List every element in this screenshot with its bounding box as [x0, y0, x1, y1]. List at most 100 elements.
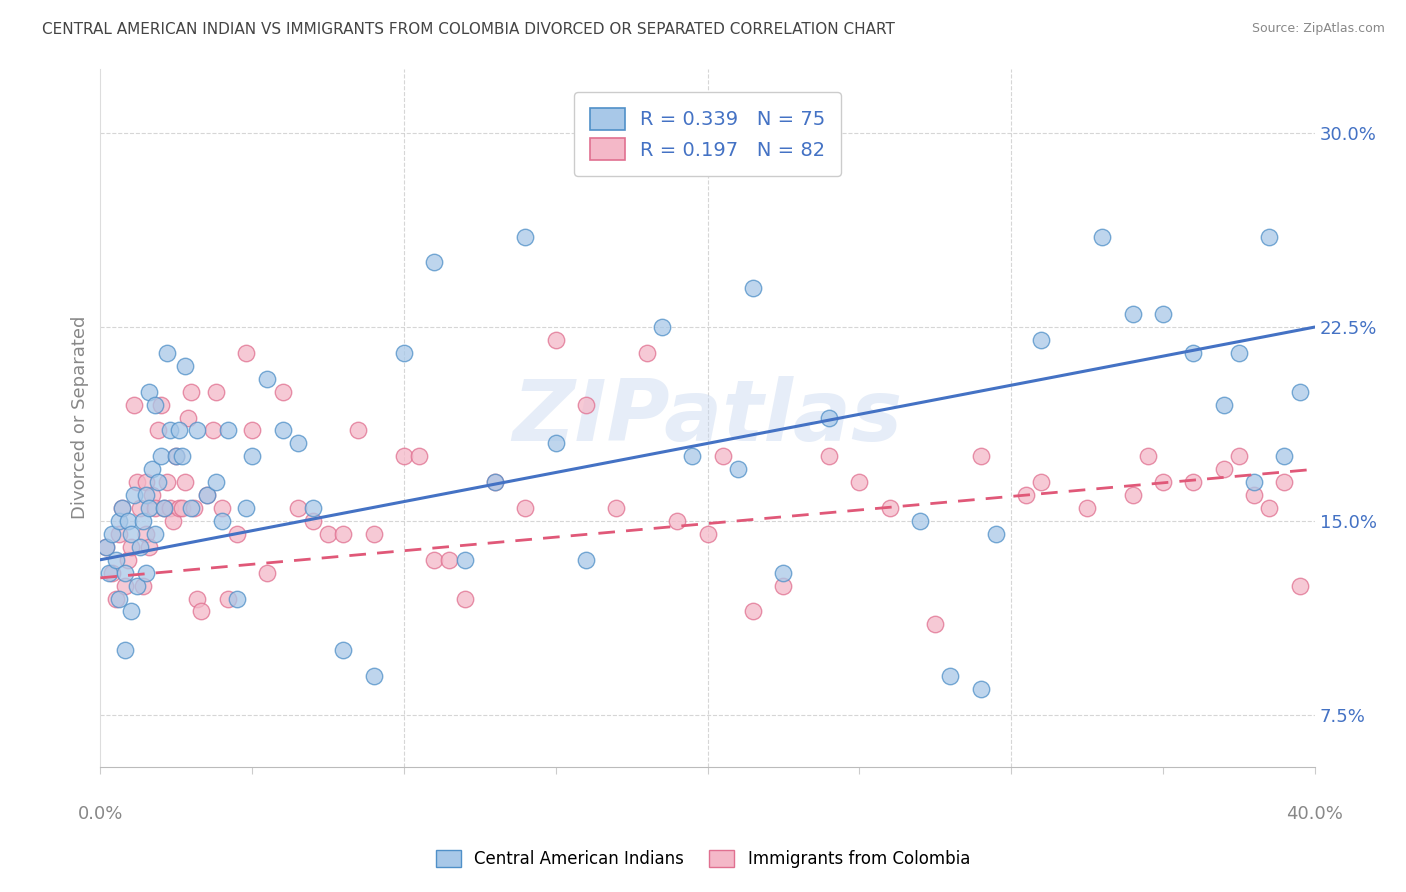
Point — [423, 255, 446, 269]
Point — [101, 566, 124, 580]
Point — [186, 424, 208, 438]
Point — [135, 566, 157, 580]
Point — [226, 591, 249, 606]
Point — [1152, 475, 1174, 490]
Point — [122, 488, 145, 502]
Point — [201, 424, 224, 438]
Point — [174, 359, 197, 373]
Point — [159, 424, 181, 438]
Point — [172, 450, 194, 464]
Point — [1272, 450, 1295, 464]
Point — [122, 398, 145, 412]
Point — [110, 501, 132, 516]
Point — [1091, 229, 1114, 244]
Point — [186, 591, 208, 606]
Point — [128, 540, 150, 554]
Y-axis label: Divorced or Separated: Divorced or Separated — [72, 316, 89, 519]
Text: CENTRAL AMERICAN INDIAN VS IMMIGRANTS FROM COLOMBIA DIVORCED OR SEPARATED CORREL: CENTRAL AMERICAN INDIAN VS IMMIGRANTS FR… — [42, 22, 896, 37]
Point — [605, 501, 627, 516]
Point — [1031, 333, 1053, 347]
Point — [138, 384, 160, 399]
Point — [104, 591, 127, 606]
Point — [169, 501, 191, 516]
Point — [165, 450, 187, 464]
Point — [515, 501, 537, 516]
Text: ZIPatlas: ZIPatlas — [512, 376, 903, 459]
Point — [575, 553, 598, 567]
Point — [235, 501, 257, 516]
Point — [211, 514, 233, 528]
Point — [107, 591, 129, 606]
Point — [1227, 450, 1250, 464]
Point — [287, 436, 309, 450]
Point — [217, 424, 239, 438]
Point — [363, 527, 385, 541]
Point — [125, 579, 148, 593]
Point — [132, 514, 155, 528]
Point — [1288, 579, 1310, 593]
Point — [271, 424, 294, 438]
Point — [1212, 398, 1234, 412]
Point — [1015, 488, 1038, 502]
Point — [135, 488, 157, 502]
Point — [125, 475, 148, 490]
Point — [150, 398, 173, 412]
Point — [143, 501, 166, 516]
Point — [1243, 488, 1265, 502]
Point — [1212, 462, 1234, 476]
Point — [1227, 346, 1250, 360]
Point — [110, 501, 132, 516]
Point — [1182, 346, 1205, 360]
Point — [128, 501, 150, 516]
Legend: R = 0.339   N = 75, R = 0.197   N = 82: R = 0.339 N = 75, R = 0.197 N = 82 — [574, 92, 841, 176]
Point — [423, 553, 446, 567]
Point — [146, 475, 169, 490]
Point — [143, 398, 166, 412]
Point — [681, 450, 703, 464]
Point — [696, 527, 718, 541]
Point — [138, 540, 160, 554]
Point — [1122, 307, 1144, 321]
Point — [156, 475, 179, 490]
Point — [143, 527, 166, 541]
Point — [107, 527, 129, 541]
Point — [287, 501, 309, 516]
Point — [117, 514, 139, 528]
Point — [195, 488, 218, 502]
Point — [96, 540, 118, 554]
Point — [1288, 384, 1310, 399]
Point — [104, 553, 127, 567]
Point — [226, 527, 249, 541]
Point — [1122, 488, 1144, 502]
Point — [302, 514, 325, 528]
Point — [453, 553, 475, 567]
Point — [666, 514, 689, 528]
Point — [120, 540, 142, 554]
Point — [240, 450, 263, 464]
Point — [204, 384, 226, 399]
Point — [970, 450, 993, 464]
Point — [772, 579, 794, 593]
Point — [271, 384, 294, 399]
Point — [159, 501, 181, 516]
Point — [1152, 307, 1174, 321]
Point — [135, 527, 157, 541]
Point — [240, 424, 263, 438]
Point — [302, 501, 325, 516]
Point — [204, 475, 226, 490]
Point — [453, 591, 475, 606]
Point — [332, 527, 354, 541]
Point — [180, 384, 202, 399]
Point — [970, 681, 993, 696]
Point — [141, 488, 163, 502]
Point — [117, 553, 139, 567]
Point — [727, 462, 749, 476]
Point — [174, 475, 197, 490]
Point — [1258, 229, 1281, 244]
Point — [1258, 501, 1281, 516]
Point — [135, 475, 157, 490]
Point — [190, 604, 212, 618]
Point — [132, 579, 155, 593]
Point — [1136, 450, 1159, 464]
Text: Source: ZipAtlas.com: Source: ZipAtlas.com — [1251, 22, 1385, 36]
